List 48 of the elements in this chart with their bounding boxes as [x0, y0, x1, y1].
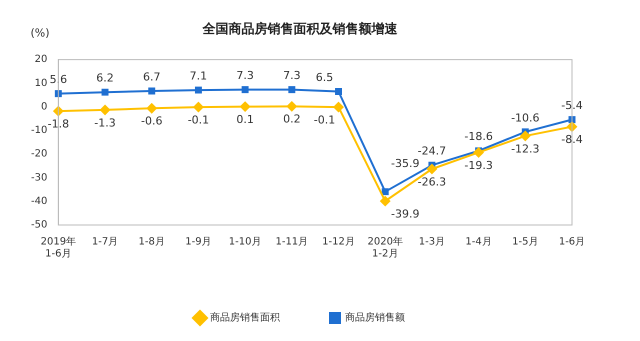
data-label: 5.6	[50, 72, 68, 86]
chart-title: 全国商品房销售面积及销售额增速	[202, 21, 398, 38]
x-tick-label: 1-8月	[138, 236, 165, 248]
data-label: -19.3	[464, 158, 493, 172]
x-tick-label: 1-3月	[418, 236, 446, 248]
data-label: -24.7	[418, 144, 446, 158]
x-tick-label: 1-6月	[558, 236, 586, 248]
data-label: -0.1	[188, 113, 210, 126]
data-label: 7.3	[236, 68, 254, 82]
x-tick-label: 1-5月	[512, 236, 538, 248]
data-label: 6.7	[142, 70, 160, 84]
legend-label: 商品房销售面积	[210, 312, 280, 324]
data-label: -10.6	[511, 111, 540, 124]
data-label: -1.3	[94, 116, 116, 130]
data-label: -8.4	[561, 133, 583, 146]
data-label: 0.2	[283, 112, 301, 126]
x-tick-label: 1-12月	[322, 236, 355, 248]
x-tick-label: 1-7月	[92, 236, 118, 248]
data-label: -26.3	[418, 175, 446, 188]
data-label: -35.9	[390, 157, 420, 170]
data-label: -12.3	[511, 142, 540, 156]
x-tick-label: 2019年 1-6月	[40, 236, 76, 260]
data-label: 0.1	[236, 112, 254, 126]
y-axis-title: (%)	[30, 26, 50, 40]
data-label: -39.9	[390, 207, 420, 220]
y-tick-label: 20	[34, 54, 48, 66]
x-tick-label: 1-11月	[275, 236, 308, 248]
x-tick-label: 1-10月	[228, 236, 262, 248]
x-tick-label: 2020年 1-2月	[367, 236, 403, 260]
y-tick-label: 0	[40, 101, 48, 112]
data-label: -0.6	[140, 114, 162, 128]
x-tick-label: 1-9月	[185, 236, 212, 248]
y-tick-label: -20	[30, 148, 48, 160]
data-label: -1.8	[48, 117, 70, 130]
y-tick-label: -40	[30, 196, 48, 207]
y-tick-label: -30	[30, 172, 48, 184]
x-tick-label: 1-4月	[465, 236, 492, 248]
y-tick-label: -10	[30, 125, 48, 136]
y-tick-label: -50	[30, 220, 48, 231]
data-label: -0.1	[314, 113, 336, 126]
data-label: -18.6	[464, 130, 493, 144]
data-label: 7.1	[190, 69, 208, 82]
data-label: 6.5	[316, 70, 334, 84]
data-label: -5.4	[561, 98, 583, 112]
data-label: 6.2	[96, 72, 114, 85]
y-tick-label: 10	[34, 78, 48, 89]
legend-label: 商品房销售额	[345, 312, 405, 324]
data-label: 7.3	[283, 68, 301, 82]
